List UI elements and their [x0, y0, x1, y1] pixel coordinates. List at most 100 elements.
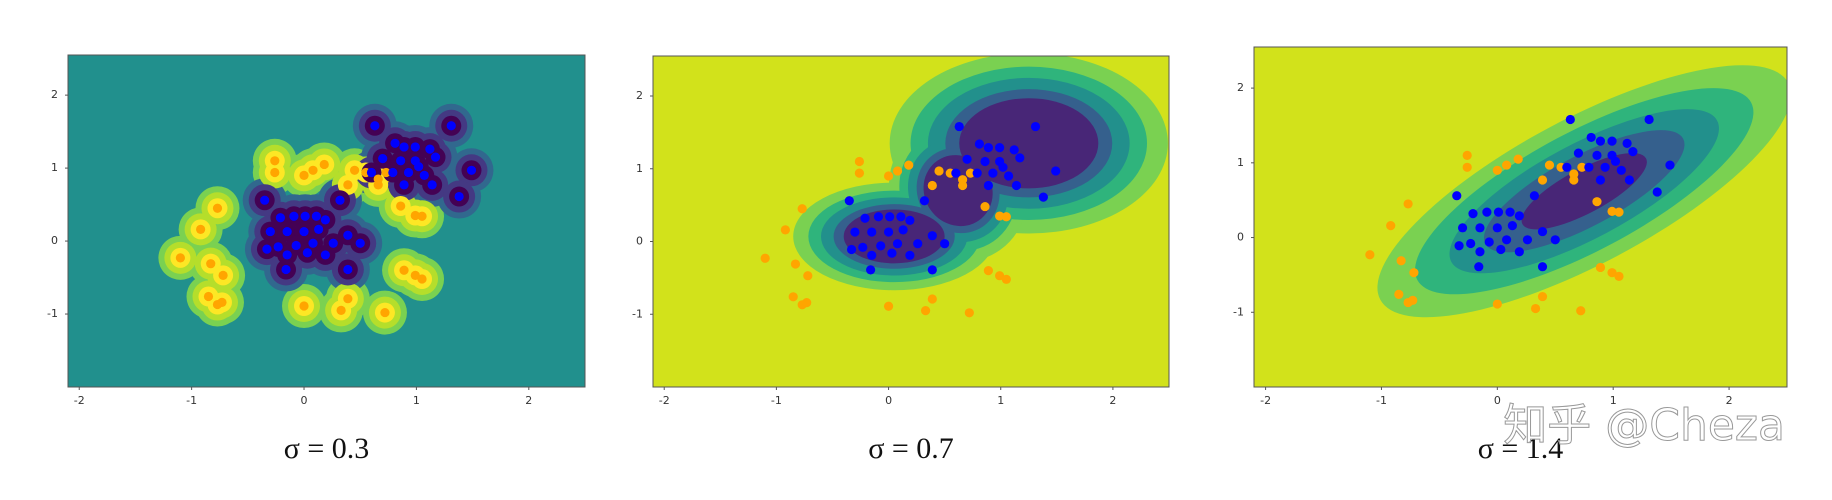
point: [281, 264, 291, 275]
point: [1386, 220, 1396, 231]
point: [927, 180, 937, 191]
point: [876, 241, 886, 251]
point: [270, 167, 280, 178]
point: [883, 171, 894, 181]
point: [1001, 212, 1011, 222]
point: [896, 212, 906, 222]
point: [998, 162, 1008, 172]
point: [885, 212, 895, 222]
point: [260, 195, 270, 205]
point: [1457, 223, 1468, 233]
point: [954, 121, 964, 132]
point: [919, 196, 930, 206]
y-tick-label: -1: [1233, 305, 1244, 318]
point: [349, 165, 360, 175]
point: [846, 244, 857, 255]
point: [1562, 162, 1572, 172]
point: [1652, 187, 1662, 197]
y-tick-label: 1: [51, 161, 58, 174]
point: [1466, 238, 1476, 249]
point: [212, 203, 223, 213]
x-tick-label: 0: [1494, 394, 1501, 407]
point: [1644, 114, 1654, 125]
point: [858, 242, 868, 252]
point: [844, 196, 854, 206]
point: [427, 180, 437, 190]
point: [1537, 262, 1548, 272]
panel: -2 -1 0 1 2 -1 0 1 2 σ = 1.4: [1233, 46, 1788, 465]
point: [867, 250, 877, 260]
point: [1454, 241, 1464, 251]
point: [860, 213, 870, 223]
point: [905, 215, 915, 226]
point: [336, 305, 346, 315]
x-tick-label: -1: [1376, 394, 1387, 407]
point: [1452, 191, 1462, 201]
point: [1577, 162, 1587, 172]
y-tick-label: 1: [636, 162, 643, 175]
point: [399, 142, 409, 152]
point: [788, 292, 798, 302]
point: [1514, 247, 1524, 257]
point: [343, 294, 353, 304]
point: [883, 301, 894, 311]
point: [962, 154, 972, 164]
point: [1475, 223, 1485, 233]
point: [1600, 162, 1610, 172]
point: [370, 121, 380, 131]
point: [1003, 171, 1014, 181]
point: [380, 307, 390, 318]
point: [1501, 235, 1512, 245]
point: [206, 259, 216, 269]
point: [275, 213, 286, 223]
point: [1550, 235, 1560, 245]
point: [1573, 148, 1584, 158]
y-tick-label: 0: [51, 234, 58, 247]
point: [1482, 207, 1492, 217]
point: [366, 167, 377, 178]
point: [314, 224, 324, 234]
point: [951, 168, 961, 178]
point: [980, 201, 990, 212]
point: [466, 165, 477, 175]
point: [262, 244, 272, 254]
point: [760, 253, 770, 263]
point: [803, 271, 813, 281]
panel: -2 -1 0 1 2 -1 0 1 2 σ = 0.3: [47, 54, 586, 465]
point: [390, 138, 400, 148]
point: [1576, 306, 1586, 316]
point: [927, 231, 937, 241]
y-tick-label: 2: [1237, 81, 1244, 94]
x-tick-label: 0: [301, 394, 308, 407]
point: [282, 250, 292, 260]
point: [904, 160, 914, 170]
point: [1462, 150, 1472, 160]
point: [299, 170, 309, 180]
y-tick-label: 2: [636, 89, 643, 102]
point: [958, 180, 968, 191]
x-tick-label: -1: [771, 394, 782, 407]
x-tick-label: 1: [997, 394, 1004, 407]
point: [883, 227, 894, 237]
point: [1584, 162, 1594, 172]
point: [446, 121, 456, 131]
point: [887, 248, 897, 258]
point: [320, 250, 330, 260]
x-tick-label: 2: [1109, 394, 1116, 407]
point: [1537, 291, 1548, 302]
point: [1394, 289, 1404, 299]
point: [1529, 191, 1540, 201]
point: [270, 156, 280, 166]
y-tick-label: 0: [1237, 231, 1244, 244]
point: [1592, 150, 1602, 160]
point: [964, 308, 974, 318]
point: [1507, 220, 1517, 231]
y-tick-label: 2: [51, 88, 58, 101]
point: [983, 143, 994, 153]
point: [974, 139, 985, 149]
point: [1569, 175, 1579, 185]
point: [965, 168, 976, 178]
point: [995, 271, 1005, 281]
point: [790, 259, 801, 269]
point: [988, 168, 998, 178]
